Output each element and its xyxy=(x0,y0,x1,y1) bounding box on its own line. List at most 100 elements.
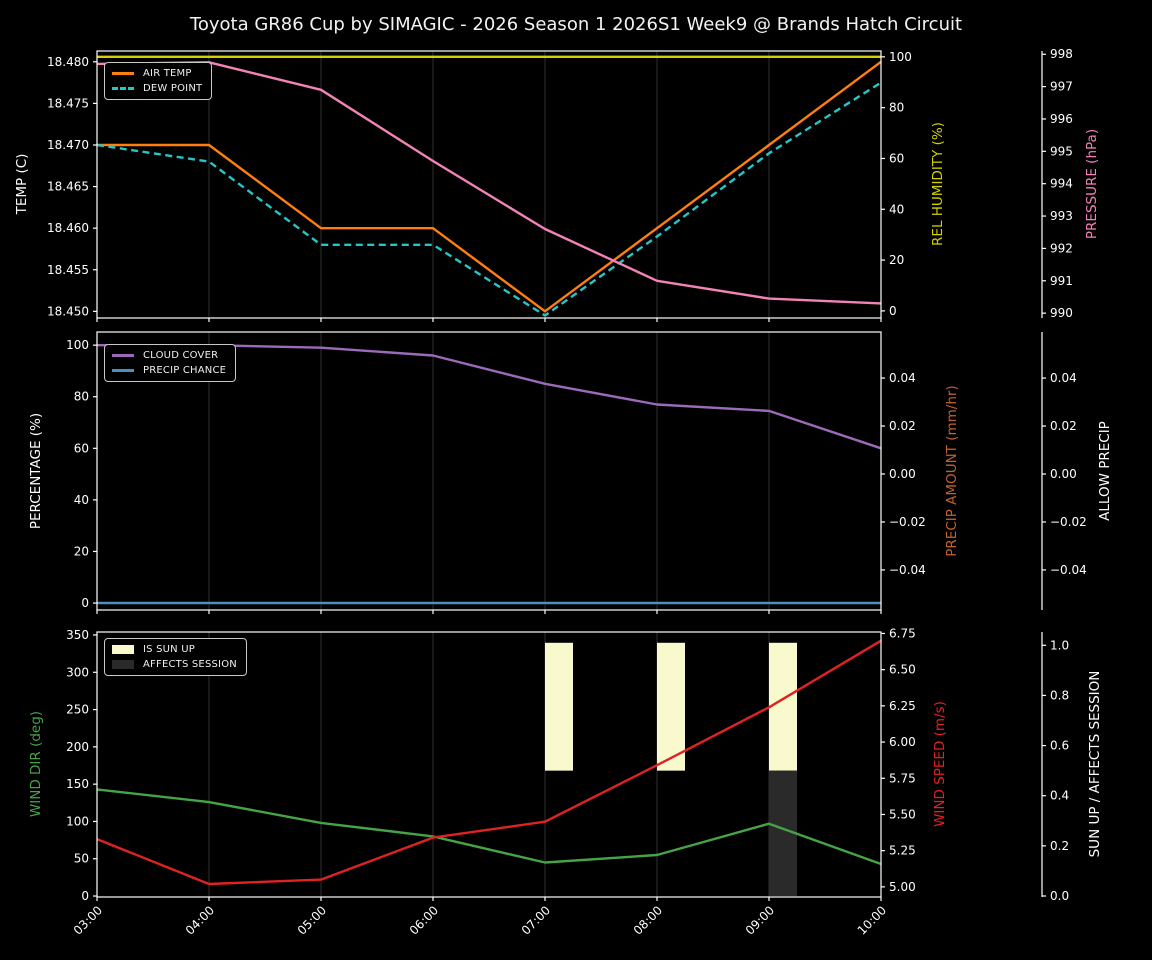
cloud-cover-swatch xyxy=(112,354,134,357)
wind-speed-line xyxy=(96,639,882,886)
y-tick-label: 990 xyxy=(1050,306,1073,320)
legend-label: AFFECTS SESSION xyxy=(143,659,237,670)
y-tick-label: 18.465 xyxy=(47,180,89,194)
y-tick-label: 0.6 xyxy=(1050,739,1069,753)
y-tick-label: 997 xyxy=(1050,80,1073,94)
y-tick-label: 0 xyxy=(81,889,89,903)
is-sun-up-bar xyxy=(545,642,573,771)
y-tick-label: 18.460 xyxy=(47,221,89,235)
y-tick-label: 0.00 xyxy=(1050,467,1077,481)
y-tick-label: 0.2 xyxy=(1050,839,1069,853)
x-tick-label: 05:00 xyxy=(295,903,329,937)
y-tick-label: −0.02 xyxy=(889,515,926,529)
is-sun-up-bar xyxy=(769,642,797,771)
y-tick-label: 0.8 xyxy=(1050,688,1069,702)
legend-wind-sun: IS SUN UP AFFECTS SESSION xyxy=(104,638,247,676)
y-tick-label: −0.04 xyxy=(889,563,926,577)
axis-label-precip-amount: PRECIP AMOUNT (mm/hr) xyxy=(944,385,960,557)
y-tick-label: 996 xyxy=(1050,112,1073,126)
plot-frame xyxy=(96,631,882,898)
y-tick-label: 0.02 xyxy=(889,419,916,433)
y-tick-label: 1.0 xyxy=(1050,638,1069,652)
x-tick-label: 10:00 xyxy=(855,903,889,937)
y-tick-label: 40 xyxy=(74,493,89,507)
y-tick-label: 0.00 xyxy=(889,467,916,481)
x-tick-label: 06:00 xyxy=(407,903,441,937)
x-tick-label: 08:00 xyxy=(631,903,665,937)
air-temp-line xyxy=(97,60,882,313)
is-sun-up-swatch xyxy=(112,645,134,654)
y-tick-label: 998 xyxy=(1050,47,1073,61)
plot-frame xyxy=(96,331,882,611)
y-tick-label: 0.02 xyxy=(1050,419,1077,433)
y-tick-label: 60 xyxy=(74,441,89,455)
y-tick-label: 995 xyxy=(1050,144,1073,158)
air-temp-swatch xyxy=(112,72,134,75)
legend-label: PRECIP CHANCE xyxy=(143,365,227,376)
y-tick-label: 0 xyxy=(889,304,897,318)
y-tick-label: 50 xyxy=(74,852,89,866)
legend-label: IS SUN UP xyxy=(143,644,195,655)
x-tick-label: 07:00 xyxy=(519,903,553,937)
legend-temperature: AIR TEMP DEW POINT xyxy=(104,62,213,100)
legend-item-precip-chance: PRECIP CHANCE xyxy=(112,365,226,376)
y-tick-label: −0.02 xyxy=(1050,515,1087,529)
y-tick-label: 6.75 xyxy=(889,626,916,640)
y-tick-label: 20 xyxy=(74,544,89,558)
y-tick-label: 5.25 xyxy=(889,844,916,858)
y-tick-label: 6.00 xyxy=(889,735,916,749)
y-tick-label: 6.25 xyxy=(889,699,916,713)
x-tick-label: 09:00 xyxy=(743,903,777,937)
legend-item-air-temp: AIR TEMP xyxy=(112,68,202,79)
legend-item-affects-session: AFFECTS SESSION xyxy=(112,659,237,670)
y-tick-label: 5.50 xyxy=(889,807,916,821)
axis-label-wind-speed: WIND SPEED (m/s) xyxy=(932,701,948,827)
y-tick-label: 18.450 xyxy=(47,304,89,318)
axis-label-percentage: PERCENTAGE (%) xyxy=(28,412,44,530)
axis-label-sun-up-affects: SUN UP / AFFECTS SESSION xyxy=(1087,670,1103,858)
dew-point-swatch xyxy=(112,87,134,90)
legend-label: CLOUD COVER xyxy=(143,350,219,361)
y-tick-label: 5.75 xyxy=(889,771,916,785)
x-tick-label: 04:00 xyxy=(183,903,217,937)
y-tick-label: 80 xyxy=(889,101,904,115)
y-tick-label: 993 xyxy=(1050,209,1073,223)
axis-label-wind-dir: WIND DIR (deg) xyxy=(28,710,44,818)
axis-label-temp: TEMP (C) xyxy=(14,153,30,215)
y-tick-label: 18.455 xyxy=(47,263,89,277)
y-tick-label: 100 xyxy=(66,338,89,352)
is-sun-up-bar xyxy=(657,642,685,771)
plot-frame xyxy=(96,50,882,319)
y-tick-label: 5.00 xyxy=(889,880,916,894)
y-tick-label: 992 xyxy=(1050,241,1073,255)
affects-session-swatch xyxy=(112,660,134,669)
y-tick-label: 18.470 xyxy=(47,138,89,152)
y-tick-label: 60 xyxy=(889,151,904,165)
dew-point-line xyxy=(96,81,882,317)
y-tick-label: 0.04 xyxy=(889,371,916,385)
legend-item-cloud-cover: CLOUD COVER xyxy=(112,350,226,361)
y-tick-label: 350 xyxy=(66,628,89,642)
y-tick-label: 6.50 xyxy=(889,663,916,677)
y-tick-label: 200 xyxy=(66,740,89,754)
legend-item-dew-point: DEW POINT xyxy=(112,83,202,94)
axis-label-rel-humidity: REL HUMIDITY (%) xyxy=(930,122,946,246)
y-tick-label: 300 xyxy=(66,665,89,679)
y-tick-label: −0.04 xyxy=(1050,563,1087,577)
y-tick-label: 80 xyxy=(74,390,89,404)
y-tick-label: 250 xyxy=(66,703,89,717)
legend-item-is-sun-up: IS SUN UP xyxy=(112,644,237,655)
legend-cloud-precip: CLOUD COVER PRECIP CHANCE xyxy=(104,344,237,382)
x-tick-label: 03:00 xyxy=(71,903,105,937)
y-tick-label: 991 xyxy=(1050,274,1073,288)
y-tick-label: 18.480 xyxy=(47,55,89,69)
wind-dir-line xyxy=(96,788,882,866)
chart-title: Toyota GR86 Cup by SIMAGIC - 2026 Season… xyxy=(189,14,963,35)
axis-label-allow-precip: ALLOW PRECIP xyxy=(1097,421,1113,521)
legend-label: DEW POINT xyxy=(143,83,203,94)
y-tick-label: 0.4 xyxy=(1050,789,1069,803)
y-tick-label: 0 xyxy=(81,596,89,610)
y-tick-label: 100 xyxy=(66,814,89,828)
